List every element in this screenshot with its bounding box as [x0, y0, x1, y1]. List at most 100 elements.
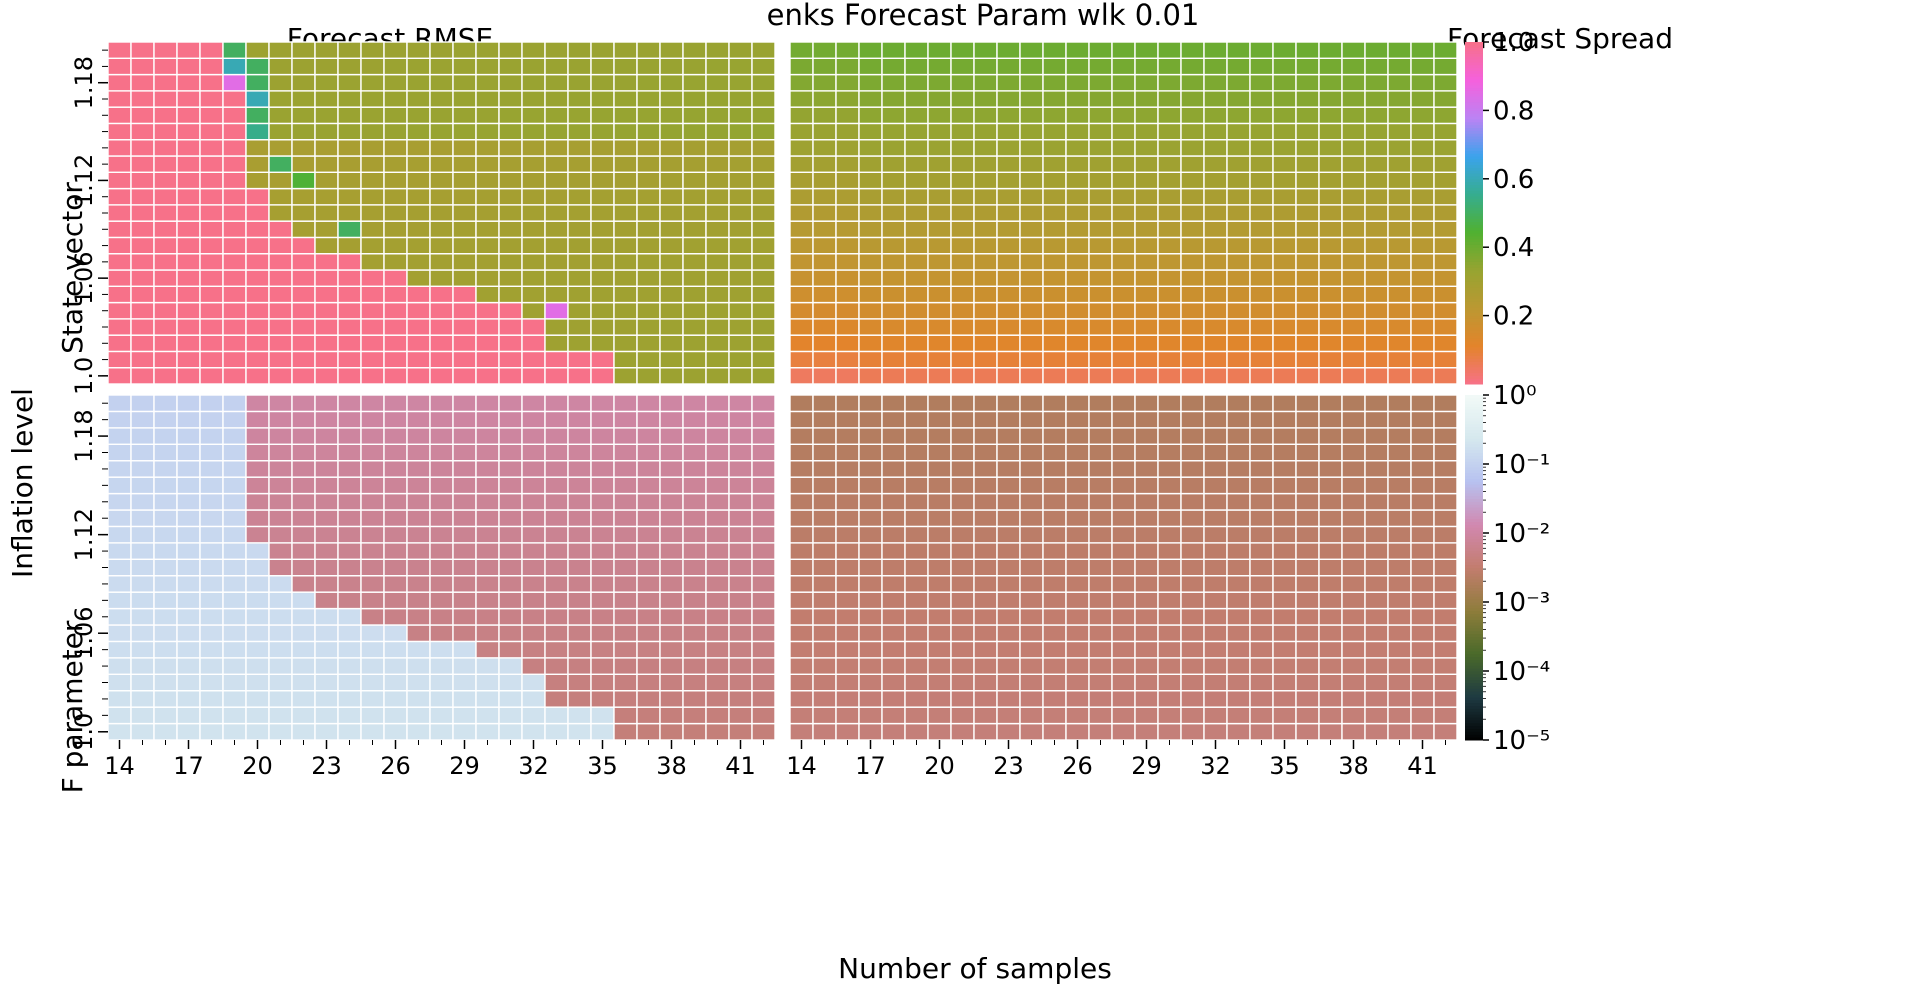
- heatmap-cell: [314, 640, 339, 659]
- heatmap-cell: [858, 236, 883, 255]
- heatmap-cell: [973, 41, 998, 59]
- heatmap-cell: [881, 139, 906, 157]
- x-tick-label: 35: [1269, 752, 1300, 780]
- heatmap-cell: [636, 673, 661, 692]
- colorbar-segment: [1465, 284, 1483, 288]
- heatmap-cell: [904, 492, 929, 511]
- heatmap-cell: [567, 334, 592, 353]
- heatmap-cell: [521, 624, 546, 643]
- heatmap-cell: [291, 155, 316, 173]
- heatmap-cell: [337, 722, 362, 741]
- heatmap-cell: [1157, 476, 1182, 495]
- heatmap-cell: [812, 509, 837, 528]
- heatmap-cell: [291, 106, 316, 125]
- heatmap-cell: [245, 575, 270, 593]
- heatmap-cell: [1249, 285, 1274, 304]
- heatmap-cell: [199, 673, 224, 692]
- colorbar-segment: [1465, 550, 1483, 554]
- heatmap-cell: [153, 139, 178, 157]
- heatmap-cell: [858, 367, 883, 385]
- heatmap-cell: [452, 706, 477, 725]
- heatmap-cell: [245, 476, 270, 495]
- colorbar-segment: [1465, 455, 1483, 459]
- heatmap-cell: [1134, 640, 1159, 659]
- heatmap-cell: [429, 673, 454, 692]
- heatmap-cell: [1203, 155, 1228, 173]
- colorbar-segment: [1465, 99, 1483, 103]
- heatmap-cell: [973, 301, 998, 320]
- colorbar-segment: [1465, 518, 1483, 522]
- heatmap-cell: [789, 139, 814, 157]
- heatmap-cell: [659, 492, 684, 511]
- colorbar-segment: [1465, 464, 1483, 468]
- heatmap-cell: [1019, 706, 1044, 725]
- x-tick-label: 26: [1062, 752, 1093, 780]
- heatmap-cell: [973, 542, 998, 560]
- colorbar-segment: [1465, 113, 1483, 117]
- heatmap-cell: [245, 350, 270, 369]
- heatmap-cell: [950, 640, 975, 659]
- heatmap-cell: [544, 657, 569, 675]
- heatmap-cell: [406, 73, 431, 92]
- heatmap-cell: [927, 106, 952, 125]
- heatmap-cell: [199, 657, 224, 675]
- colorbar-segment: [1465, 429, 1483, 433]
- heatmap-cell: [881, 73, 906, 92]
- heatmap-cell: [835, 690, 860, 708]
- heatmap-cell: [613, 624, 638, 643]
- heatmap-cell: [498, 318, 523, 336]
- heatmap-cell: [521, 220, 546, 239]
- heatmap-cell: [245, 607, 270, 626]
- heatmap-cell: [927, 410, 952, 429]
- heatmap-cell: [1019, 334, 1044, 353]
- heatmap-cell: [927, 673, 952, 692]
- colorbar-segment: [1465, 504, 1483, 508]
- heatmap-cell: [199, 269, 224, 287]
- heatmap-cell: [1226, 657, 1251, 675]
- heatmap-cell: [1249, 509, 1274, 528]
- heatmap-cell: [406, 122, 431, 141]
- heatmap-cell: [1111, 607, 1136, 626]
- heatmap-cell: [1065, 575, 1090, 593]
- heatmap-cell: [1111, 285, 1136, 304]
- heatmap-cell: [682, 476, 707, 495]
- y-tick-label: 1.06: [70, 606, 98, 659]
- heatmap-cell: [1042, 269, 1067, 287]
- heatmap-cell: [222, 122, 247, 141]
- heatmap-cell: [1065, 236, 1090, 255]
- heatmap-cell: [544, 673, 569, 692]
- heatmap-cell: [360, 575, 385, 593]
- heatmap-cell: [927, 657, 952, 675]
- heatmap-cell: [751, 57, 776, 76]
- colorbar-segment: [1465, 364, 1483, 368]
- heatmap-cell: [789, 187, 814, 206]
- heatmap-cell: [858, 673, 883, 692]
- heatmap-cell: [1203, 673, 1228, 692]
- heatmap-cell: [521, 722, 546, 741]
- colorbar-segment: [1465, 515, 1483, 520]
- heatmap-cell: [751, 558, 776, 577]
- colorbar-segment: [1465, 136, 1483, 140]
- heatmap-cell: [1341, 657, 1366, 675]
- heatmap-cell: [659, 139, 684, 157]
- heatmap-cell: [1341, 460, 1366, 478]
- heatmap-cell: [1088, 334, 1113, 353]
- heatmap-cell: [1019, 509, 1044, 528]
- heatmap-cell: [153, 57, 178, 76]
- heatmap-cell: [268, 187, 293, 206]
- heatmap-cell: [636, 269, 661, 287]
- heatmap-cell: [1180, 575, 1205, 593]
- heatmap-cell: [1364, 236, 1389, 255]
- heatmap-cell: [107, 139, 132, 157]
- heatmap-cell: [1341, 334, 1366, 353]
- heatmap-cell: [996, 476, 1021, 495]
- heatmap-cell: [1042, 575, 1067, 593]
- colorbar-segment: [1465, 361, 1483, 365]
- heatmap-cell: [176, 155, 201, 173]
- heatmap-cell: [429, 460, 454, 478]
- heatmap-cell: [360, 673, 385, 692]
- heatmap-cell: [812, 690, 837, 708]
- heatmap-cell: [383, 220, 408, 239]
- heatmap-cell: [728, 204, 753, 222]
- heatmap-cell: [1249, 624, 1274, 643]
